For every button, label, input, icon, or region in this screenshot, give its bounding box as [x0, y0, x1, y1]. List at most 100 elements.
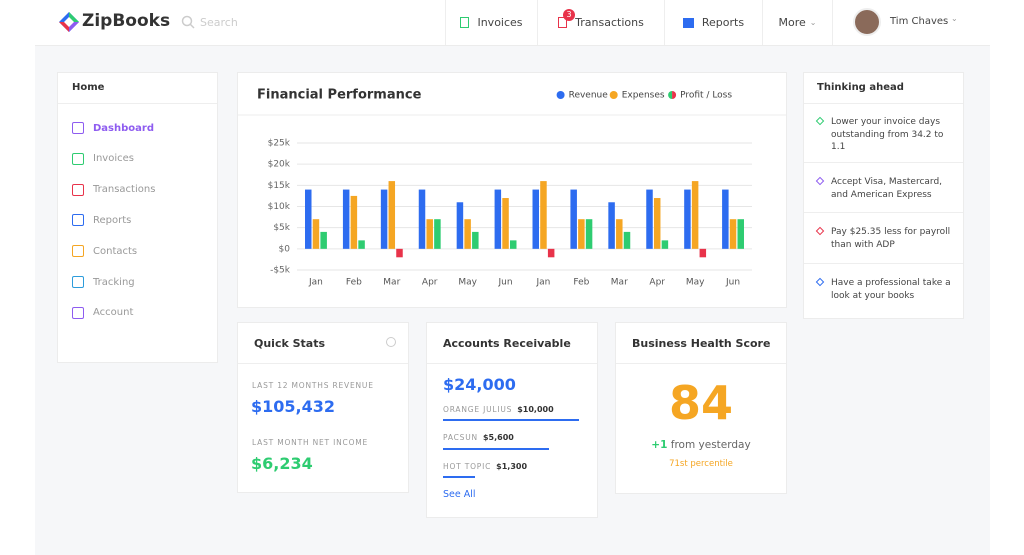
bar [396, 248, 403, 258]
y-tick-label: -$5k [270, 266, 291, 276]
change-text: from yesterday [670, 439, 751, 451]
x-tick-label: Mar [383, 278, 400, 288]
legend-label: Expenses [622, 91, 665, 101]
sidebar-icon [72, 306, 84, 319]
sidebar-icon [72, 276, 84, 288]
avatar[interactable] [853, 8, 881, 36]
tip[interactable]: Have a professional take a look at your … [815, 277, 957, 302]
brand[interactable]: ZipBooks [82, 11, 171, 31]
nav-label: Transactions [575, 16, 644, 29]
bar [472, 231, 479, 249]
search-icon [181, 15, 195, 29]
nav-label: More [778, 16, 806, 29]
bar [509, 240, 517, 249]
nav-label: Reports [701, 16, 745, 29]
sidebar-item[interactable]: Dashboard [72, 122, 154, 134]
y-tick-label: $25k [268, 139, 291, 149]
sidebar-item[interactable]: Account [72, 306, 134, 319]
nav-icon [558, 17, 568, 28]
bar [418, 189, 426, 249]
tip[interactable]: Pay $25.35 less for payroll than with AD… [815, 226, 957, 251]
nav-icon [460, 17, 470, 28]
sidebar-label: Transactions [93, 184, 156, 196]
y-tick-label: $10k [268, 202, 291, 212]
nav-item[interactable]: More ⌄ [762, 0, 833, 45]
divider [238, 363, 408, 364]
logo [59, 12, 79, 32]
user-name[interactable]: Tim Chaves [890, 16, 949, 27]
bar [623, 231, 631, 249]
search-input[interactable]: Search [200, 16, 238, 29]
legend-label: Profit / Loss [680, 91, 732, 101]
chart-title: Financial Performance [257, 88, 422, 103]
tip[interactable]: Lower your invoice days outstanding from… [815, 116, 957, 154]
x-tick-label: May [458, 278, 477, 288]
x-tick-label: Jun [725, 278, 740, 288]
bar [312, 219, 320, 249]
y-tick-label: $5k [273, 223, 290, 233]
tip-text: Lower your invoice days outstanding from… [831, 117, 944, 152]
receivable-total: $24,000 [443, 375, 516, 394]
x-tick-label: Feb [573, 278, 589, 288]
top-bar [35, 0, 990, 46]
nav-badge: 3 [563, 9, 575, 21]
health-percentile: 71st percentile [669, 459, 733, 469]
x-tick-label: Mar [611, 278, 628, 288]
bar [616, 219, 623, 249]
sidebar-label: Invoices [93, 153, 134, 165]
dropdown-caret: ⌄ [951, 14, 958, 23]
sidebar-item[interactable]: Invoices [72, 152, 134, 165]
bar [532, 189, 540, 249]
legend-swatch [609, 91, 618, 99]
y-tick-label: $0 [279, 244, 291, 254]
sidebar-item[interactable]: Contacts [72, 245, 137, 258]
sidebar-item[interactable]: Transactions [72, 183, 156, 196]
customer-amount: $10,000 [517, 405, 554, 414]
sidebar-label: Reports [93, 214, 132, 226]
x-tick-label: May [686, 278, 705, 288]
stat-value: $105,432 [251, 397, 336, 416]
divider [427, 363, 597, 364]
bar [464, 219, 471, 249]
nav-icon [682, 17, 694, 28]
tip[interactable]: Accept Visa, Mastercard, and American Ex… [815, 176, 957, 201]
nav-item[interactable]: Reports [664, 0, 762, 45]
bar [608, 202, 615, 249]
bar [380, 189, 388, 249]
sidebar-icon [72, 152, 84, 165]
divider [616, 363, 786, 364]
bar [342, 189, 350, 249]
dropdown-caret: ⌄ [809, 18, 817, 27]
settings-icon[interactable] [386, 337, 396, 347]
nav-item[interactable]: Invoices [445, 0, 537, 45]
bar [494, 189, 502, 249]
legend-swatch [672, 91, 677, 99]
stat-label: LAST MONTH NET INCOME [252, 438, 369, 447]
see-all-link[interactable]: See All [443, 489, 476, 500]
sidebar-label: Account [93, 307, 134, 319]
sidebar-label: Tracking [93, 276, 135, 288]
receivable-row: PACSUN $5,600 [443, 433, 514, 442]
bar [737, 219, 744, 249]
divider [804, 103, 963, 104]
sidebar-icon [72, 214, 84, 227]
sidebar-icon [72, 122, 84, 134]
legend-label: Revenue [569, 91, 609, 101]
nav-item[interactable]: Transactions [537, 0, 664, 45]
bar [456, 202, 464, 249]
divider [58, 103, 217, 104]
health-card [615, 322, 787, 494]
bar [434, 219, 441, 249]
bar [585, 219, 593, 249]
bar [570, 189, 577, 249]
sidebar-item[interactable]: Reports [72, 214, 132, 227]
customer-name: ORANGE JULIUS [443, 405, 513, 414]
x-tick-label: Jun [498, 278, 513, 288]
legend-swatch [556, 91, 565, 99]
bar [426, 219, 433, 249]
health-score: 84 [668, 376, 733, 430]
bar [320, 231, 327, 249]
card-title: Accounts Receivable [443, 337, 571, 350]
sidebar-item[interactable]: Tracking [72, 276, 135, 288]
